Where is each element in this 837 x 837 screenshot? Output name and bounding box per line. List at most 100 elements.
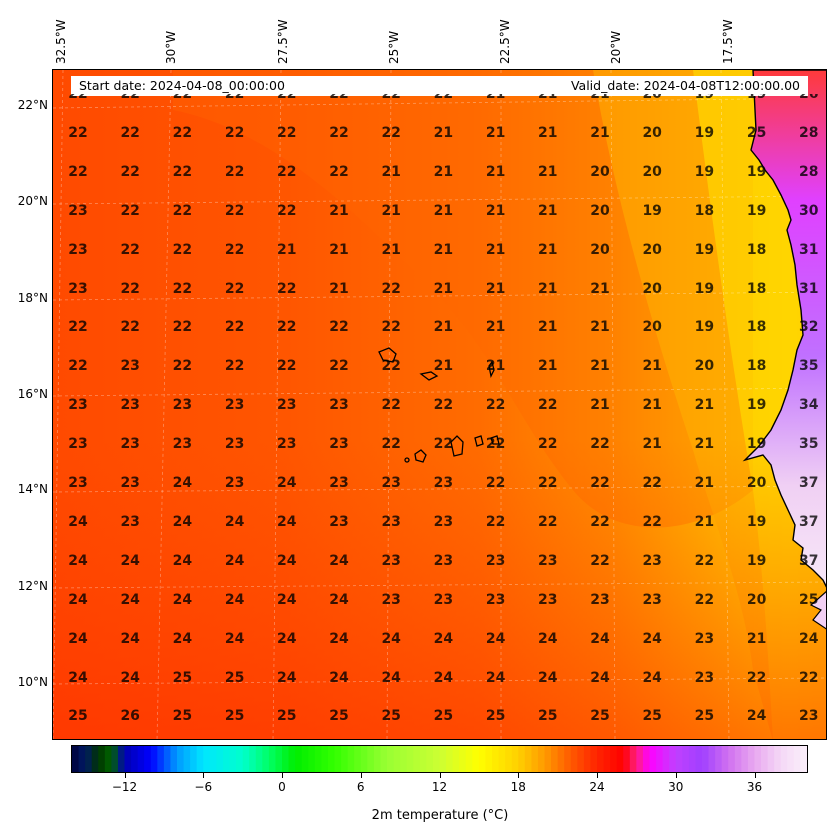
grid-value: 20 xyxy=(642,124,662,141)
grid-value: 21 xyxy=(538,241,558,258)
grid-value: 24 xyxy=(433,630,454,647)
grid-value: 22 xyxy=(433,436,454,453)
grid-value: 24 xyxy=(277,669,297,686)
grid-value: 25 xyxy=(172,708,193,725)
grid-value: 24 xyxy=(277,513,297,530)
grid-value: 24 xyxy=(68,513,88,530)
grid-value: 21 xyxy=(277,241,297,258)
grid-value: 21 xyxy=(433,241,454,258)
grid-value: 24 xyxy=(538,630,558,647)
grid-value: 22 xyxy=(329,86,349,102)
grid-value: 24 xyxy=(485,630,506,647)
grid-value: 24 xyxy=(68,669,88,686)
grid-value: 22 xyxy=(329,163,349,180)
grid-value: 22 xyxy=(277,358,297,375)
grid-value: 22 xyxy=(799,669,819,686)
grid-value: 23 xyxy=(381,591,401,608)
colorbar-tick-mark xyxy=(360,773,362,778)
grid-value: 23 xyxy=(485,552,506,569)
lat-label: 10°N xyxy=(17,675,48,689)
grid-value: 21 xyxy=(538,319,558,336)
temperature-field xyxy=(53,70,826,739)
grid-value: 21 xyxy=(642,358,662,375)
grid-value: 37 xyxy=(799,552,819,569)
grid-value: 24 xyxy=(224,630,245,647)
grid-value: 22 xyxy=(172,124,193,141)
grid-value: 24 xyxy=(68,552,88,569)
grid-value: 21 xyxy=(538,358,558,375)
colorbar-tick-mark xyxy=(597,773,598,778)
grid-value: 23 xyxy=(538,591,558,608)
grid-value: 24 xyxy=(538,669,558,686)
grid-value: 22 xyxy=(277,319,297,336)
grid-value: 25 xyxy=(642,708,662,725)
grid-value: 22 xyxy=(224,280,245,297)
grid-value: 21 xyxy=(538,280,558,297)
grid-value: 22 xyxy=(120,202,140,219)
grid-value: 21 xyxy=(590,86,610,102)
grid-value: 19 xyxy=(642,202,662,219)
grid-value: 22 xyxy=(224,241,245,258)
grid-value: 22 xyxy=(277,202,297,219)
grid-value: 22 xyxy=(433,397,454,414)
colorbar-tick-mark xyxy=(203,773,205,778)
colorbar-tick-label: 6 xyxy=(356,780,365,794)
grid-value: 24 xyxy=(485,669,506,686)
grid-value: 24 xyxy=(120,630,140,647)
grid-value: 23 xyxy=(120,513,140,530)
grid-value: 24 xyxy=(329,552,349,569)
grid-value: 19 xyxy=(694,86,715,102)
grid-value: 24 xyxy=(277,475,297,491)
colorbar-tick-label: 24 xyxy=(589,780,605,794)
grid-value: 24 xyxy=(224,513,245,530)
grid-value: 31 xyxy=(799,241,819,258)
lat-label: 18°N xyxy=(17,291,48,305)
grid-value: 26 xyxy=(120,708,140,725)
grid-value: 22 xyxy=(538,436,558,453)
lat-label: 22°N xyxy=(17,98,48,112)
grid-value: 23 xyxy=(381,552,401,569)
grid-value: 22 xyxy=(381,319,401,336)
grid-value: 18 xyxy=(694,202,715,219)
grid-value: 25 xyxy=(224,708,245,725)
grid-value: 21 xyxy=(433,319,454,336)
grid-value: 21 xyxy=(485,124,506,141)
grid-value: 21 xyxy=(485,163,506,180)
grid-value: 24 xyxy=(433,669,454,686)
grid-value: 25 xyxy=(329,708,349,725)
grid-value: 22 xyxy=(433,86,454,102)
grid-value: 23 xyxy=(642,591,662,608)
grid-value: 23 xyxy=(433,513,454,530)
grid-value: 23 xyxy=(277,397,297,414)
grid-value: 20 xyxy=(590,241,610,258)
colorbar-tick-label: 36 xyxy=(746,780,763,794)
grid-value: 21 xyxy=(694,475,715,491)
grid-value: 21 xyxy=(381,241,401,258)
start-date-label: Start date: 2024-04-08_00:00:00 xyxy=(79,78,285,93)
grid-value: 21 xyxy=(485,280,506,297)
grid-value: 19 xyxy=(746,436,767,453)
grid-value: 24 xyxy=(277,552,297,569)
grid-value: 22 xyxy=(538,475,558,491)
colorbar-tick-label: 30 xyxy=(668,780,684,794)
grid-value: 22 xyxy=(485,513,506,530)
grid-value: 22 xyxy=(172,86,193,102)
grid-value: 22 xyxy=(485,475,506,491)
grid-value: 21 xyxy=(694,513,715,530)
grid-value: 24 xyxy=(642,669,662,686)
grid-value: 22 xyxy=(68,319,88,336)
colorbar-tick-mark xyxy=(518,773,520,778)
grid-value: 22 xyxy=(277,124,297,141)
grid-value: 23 xyxy=(120,475,140,491)
grid-value: 23 xyxy=(68,475,88,491)
grid-value: 20 xyxy=(694,358,715,375)
grid-value: 32 xyxy=(799,319,819,336)
grid-value: 30 xyxy=(799,202,819,219)
grid-value: 22 xyxy=(590,436,610,453)
grid-value: 22 xyxy=(485,397,506,414)
grid-value: 21 xyxy=(538,202,558,219)
grid-value: 22 xyxy=(538,397,558,414)
grid-value: 24 xyxy=(642,630,662,647)
grid-value: 22 xyxy=(172,202,193,219)
